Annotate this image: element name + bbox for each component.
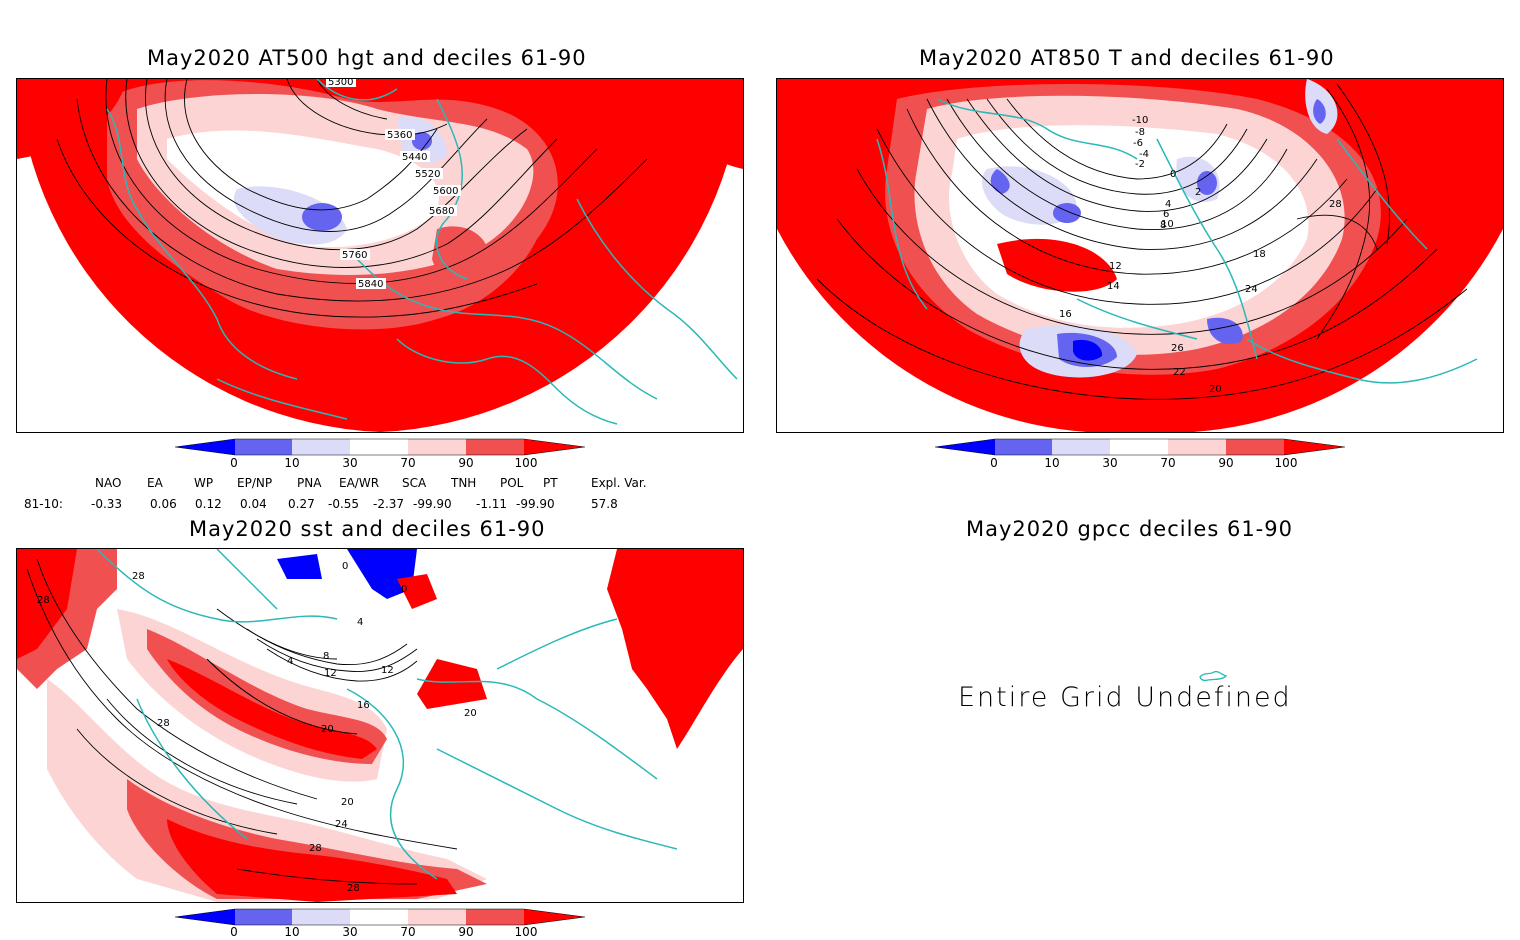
- index-header: PT: [543, 476, 558, 490]
- contour-label: 2: [1195, 187, 1201, 198]
- contour-label: 16: [357, 700, 370, 711]
- index-value: 57.8: [591, 497, 618, 511]
- colorbar-tick: 0: [230, 456, 238, 470]
- index-header: EA: [147, 476, 163, 490]
- undefined-grid-message: Entire Grid Undefined: [958, 682, 1292, 713]
- colorbar-tick: 70: [400, 456, 416, 470]
- colorbar-tick: 70: [400, 925, 416, 939]
- index-header: EP/NP: [237, 476, 273, 490]
- index-header: PNA: [297, 476, 322, 490]
- contour-label: 5680: [429, 206, 454, 217]
- contour-label: 28: [37, 595, 50, 606]
- contour-label: 5440: [402, 152, 427, 163]
- index-header: SCA: [402, 476, 427, 490]
- index-row-label: 81-10:: [24, 497, 63, 511]
- contour-label: 24: [335, 819, 348, 830]
- contour-label: 8: [323, 651, 329, 662]
- colorbar-tick: 90: [458, 456, 474, 470]
- contour-label: 4: [357, 617, 363, 628]
- contour-label: 18: [1253, 249, 1266, 260]
- contour-label: 28: [157, 718, 170, 729]
- index-value: -0.33: [91, 497, 123, 511]
- contour-label: 20: [341, 797, 354, 808]
- contour-label: 5840: [358, 279, 383, 290]
- contour-label: 5360: [387, 130, 412, 141]
- contour-label: -2: [1135, 159, 1145, 170]
- colorbar-tick: 10: [284, 925, 300, 939]
- contour-label: 12: [1109, 261, 1122, 272]
- contour-label: -4: [1139, 149, 1149, 160]
- index-value: -0.55: [328, 497, 360, 511]
- contour-label: 0: [401, 584, 407, 595]
- colorbar-tick: 30: [342, 925, 358, 939]
- index-value: -1.11: [476, 497, 508, 511]
- index-header: EA/WR: [339, 476, 380, 490]
- colorbar-tick: 10: [284, 456, 300, 470]
- index-header: POL: [500, 476, 524, 490]
- colorbar-tick: 0: [990, 456, 998, 470]
- panel1-map: 5360 5440 5520 5600 5680 5760 5840 5300: [16, 78, 744, 433]
- index-header: WP: [194, 476, 214, 490]
- index-value: 0.12: [195, 497, 222, 511]
- index-value: -99.90: [413, 497, 452, 511]
- colorbar-tick: 10: [1044, 456, 1060, 470]
- panel3-colorbar: [174, 908, 586, 926]
- panel1-colorbar: [174, 438, 586, 456]
- colorbar-tick: 0: [230, 925, 238, 939]
- contour-label: 5600: [433, 186, 458, 197]
- contour-label: 26: [1171, 343, 1184, 354]
- index-value: -99.90: [516, 497, 555, 511]
- contour-label: 0: [342, 561, 348, 572]
- colorbar-tick: 30: [342, 456, 358, 470]
- coastline-fragment: [1198, 668, 1228, 682]
- index-value: 0.04: [240, 497, 267, 511]
- contour-label: 4: [287, 656, 293, 667]
- panel2-colorbar: [934, 438, 1346, 456]
- index-value: -2.37: [373, 497, 405, 511]
- index-value: 0.27: [288, 497, 315, 511]
- colorbar-tick: 90: [458, 925, 474, 939]
- colorbar-tick: 100: [1274, 456, 1298, 470]
- panel3-map: 28 28 0 0 4 4 8 12 12 16 20 20 20 24 28 …: [16, 548, 744, 903]
- contour-label: -8: [1135, 127, 1145, 138]
- contour-label: 20: [1209, 384, 1222, 395]
- colorbar-tick: 100: [514, 925, 538, 939]
- panel4-title: May2020 gpcc deciles 61-90: [966, 517, 1293, 541]
- contour-label: 28: [347, 883, 360, 894]
- contour-label: 8: [1160, 220, 1166, 231]
- colorbar-tick: 70: [1160, 456, 1176, 470]
- contour-label: 4: [1165, 199, 1171, 210]
- panel2-title: May2020 AT850 T and deciles 61-90: [919, 46, 1335, 70]
- panel3-title: May2020 sst and deciles 61-90: [189, 517, 546, 541]
- colorbar-tick: 30: [1102, 456, 1118, 470]
- panel2-map: -10 -8 -6 -4 -2 0 2 4 6 8 10 12 14 16 18…: [776, 78, 1504, 433]
- contour-label: 14: [1107, 281, 1120, 292]
- contour-label: 0: [1170, 169, 1176, 180]
- index-header: TNH: [451, 476, 477, 490]
- index-header: Expl. Var.: [591, 476, 647, 490]
- contour-label: 20: [321, 724, 334, 735]
- contour-label: 12: [324, 668, 337, 679]
- contour-label: 6: [1163, 209, 1169, 220]
- contour-label: 5300: [328, 79, 353, 88]
- contour-label: 16: [1059, 309, 1072, 320]
- panel1-title: May2020 AT500 hgt and deciles 61-90: [147, 46, 587, 70]
- colorbar-tick: 90: [1218, 456, 1234, 470]
- contour-label: -10: [1132, 115, 1148, 126]
- contour-label: 28: [132, 571, 145, 582]
- index-header: NAO: [95, 476, 122, 490]
- contour-label: 5760: [342, 250, 367, 261]
- colorbar-tick: 100: [514, 456, 538, 470]
- contour-label: 24: [1245, 284, 1258, 295]
- index-value: 0.06: [150, 497, 177, 511]
- contour-label: 12: [381, 665, 394, 676]
- contour-label: -6: [1133, 138, 1143, 149]
- contour-label: 22: [1173, 367, 1186, 378]
- contour-label: 20: [464, 708, 477, 719]
- contour-label: 10: [1161, 219, 1174, 230]
- contour-label: 28: [1329, 199, 1342, 210]
- contour-label: 5520: [415, 169, 440, 180]
- contour-label: 28: [309, 843, 322, 854]
